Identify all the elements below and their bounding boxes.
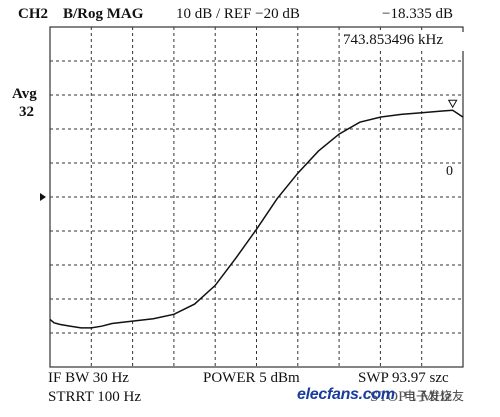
avg-count: 32 (19, 104, 34, 120)
stop-frequency: STOP 1 MHz (370, 389, 452, 405)
marker-triangle (447, 99, 458, 109)
marker-number: 0 (446, 164, 453, 179)
format-label: B/Rog MAG (63, 6, 144, 22)
marker-frequency: 743.853496 kHz (343, 32, 443, 48)
marker-value: −18.335 dB (382, 6, 453, 22)
reference-pointer (40, 193, 46, 201)
start-frequency: STRRT 100 Hz (48, 389, 141, 405)
channel-label: CH2 (18, 6, 48, 22)
marker-freq-box (340, 32, 464, 51)
watermark-logo: elecfans.com (297, 386, 395, 403)
avg-label: Avg (12, 86, 37, 102)
graticule (49, 26, 464, 368)
watermark-text: 电子发烧友 (404, 389, 465, 403)
scale-ref-label: 10 dB / REF −20 dB (176, 6, 300, 22)
if-bandwidth: IF BW 30 Hz (48, 370, 129, 386)
source-power: POWER 5 dBm (203, 370, 300, 386)
sweep-time: SWP 93.97 szc (358, 370, 449, 386)
marker-indicator (447, 99, 458, 109)
frequency-response-trace (49, 109, 464, 329)
